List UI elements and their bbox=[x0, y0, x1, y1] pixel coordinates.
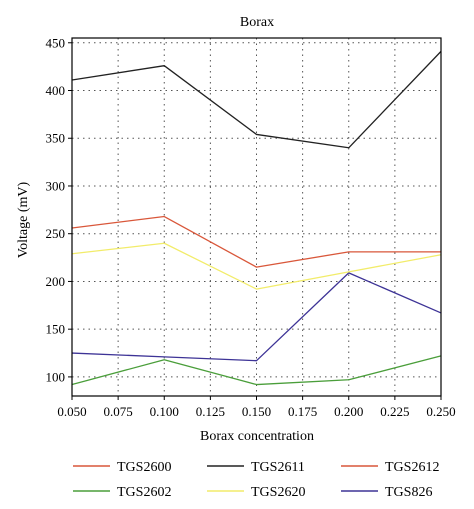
plot-area bbox=[71, 37, 442, 397]
x-tick-label: 0.200 bbox=[334, 404, 363, 419]
legend-label: TGS2620 bbox=[251, 485, 305, 500]
x-tick-label: 0.175 bbox=[288, 404, 317, 419]
series-line-tgs2611 bbox=[71, 50, 442, 149]
legend-item-tgs826: TGS826 bbox=[341, 485, 432, 500]
series-line-tgs2600 bbox=[71, 215, 441, 268]
legend-label: TGS2600 bbox=[117, 460, 171, 475]
legend-label: TGS2611 bbox=[251, 460, 305, 475]
y-axis-label: Voltage (mV) bbox=[16, 181, 31, 258]
x-tick-label: 0.250 bbox=[426, 404, 455, 419]
legend-label: TGS2612 bbox=[385, 460, 439, 475]
legend-item-tgs2600: TGS2600 bbox=[73, 460, 171, 475]
legend-item-tgs2612: TGS2612 bbox=[341, 460, 439, 475]
x-tick-label: 0.225 bbox=[380, 404, 409, 419]
legend-item-tgs2611: TGS2611 bbox=[207, 460, 305, 475]
y-tick-label: 100 bbox=[46, 369, 66, 384]
y-tick-label: 400 bbox=[46, 83, 66, 98]
series-line-tgs826 bbox=[71, 272, 442, 362]
x-tick-label: 0.075 bbox=[104, 404, 133, 419]
legend-item-tgs2620: TGS2620 bbox=[207, 485, 305, 500]
series-line-tgs2620 bbox=[71, 242, 442, 290]
y-tick-label: 250 bbox=[46, 226, 66, 241]
y-tick-label: 200 bbox=[46, 274, 66, 289]
x-tick-label: 0.100 bbox=[150, 404, 179, 419]
x-axis-label: Borax concentration bbox=[200, 429, 314, 444]
x-tick-label: 0.150 bbox=[242, 404, 271, 419]
x-tick-label: 0.050 bbox=[57, 404, 86, 419]
legend: TGS2600 TGS2611 TGS2612 TGS2602 TGS2620 TGS82… bbox=[73, 460, 439, 500]
series-lines bbox=[71, 50, 442, 386]
chart-title: Borax bbox=[240, 15, 274, 30]
y-axis-ticks: 100 150 200 250 300 350 400 450 bbox=[46, 35, 72, 384]
grid bbox=[72, 38, 441, 396]
legend-label: TGS826 bbox=[385, 485, 432, 500]
y-tick-label: 450 bbox=[46, 35, 66, 50]
legend-label: TGS2602 bbox=[117, 485, 171, 500]
x-tick-label: 0.125 bbox=[196, 404, 225, 419]
y-tick-label: 300 bbox=[46, 178, 66, 193]
y-tick-label: 350 bbox=[46, 131, 66, 146]
x-axis-ticks: 0.050 0.075 0.100 0.125 0.150 0.175 0.200 0.225… bbox=[57, 396, 456, 419]
y-tick-label: 150 bbox=[46, 322, 66, 337]
legend-item-tgs2602: TGS2602 bbox=[73, 485, 171, 500]
series-line-tgs2602 bbox=[71, 355, 442, 386]
